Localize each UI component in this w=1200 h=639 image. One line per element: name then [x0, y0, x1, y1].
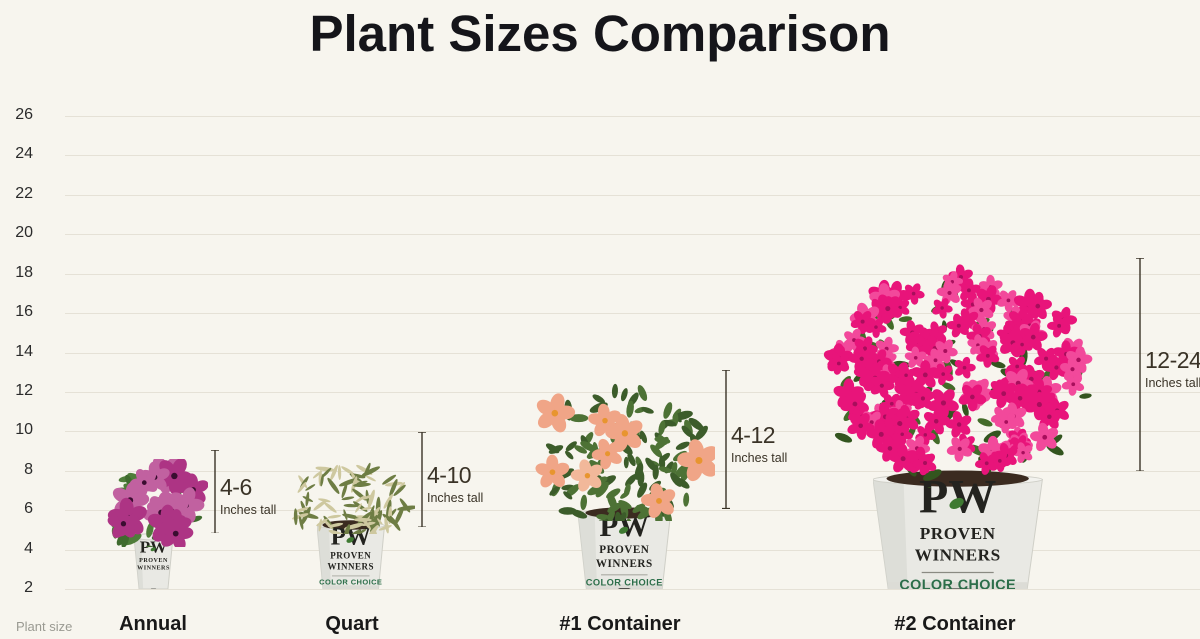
svg-text:WINNERS: WINNERS: [915, 545, 1001, 564]
svg-text:WINNERS: WINNERS: [596, 558, 653, 570]
svg-text:COLOR CHOICE: COLOR CHOICE: [900, 577, 1017, 589]
svg-text:PROVEN: PROVEN: [599, 544, 649, 556]
svg-text:COLOR CHOICE: COLOR CHOICE: [586, 578, 663, 588]
svg-text:COLOR CHOICE: COLOR CHOICE: [319, 577, 382, 586]
svg-text:WINNERS: WINNERS: [137, 565, 170, 571]
svg-text:PROVEN: PROVEN: [331, 550, 372, 560]
svg-text:PROVEN: PROVEN: [920, 524, 996, 543]
svg-text:PROVEN: PROVEN: [139, 558, 168, 564]
svg-text:WINNERS: WINNERS: [328, 561, 375, 571]
